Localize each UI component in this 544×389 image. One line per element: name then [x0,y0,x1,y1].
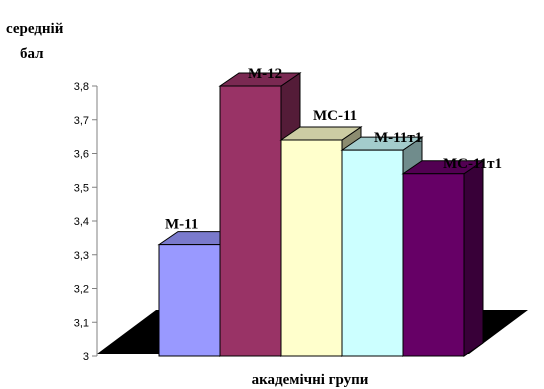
bar-front [402,173,465,357]
y-axis-title-line2: бал [20,46,44,62]
bars [157,72,485,357]
y-tick-label: 3,3 [74,250,89,262]
bar-front [341,149,404,357]
y-tick-label: 3 [83,351,89,363]
bar-category-label: М-11 [165,217,198,233]
bar-category-label: М-11т1 [374,130,422,146]
bar-front [280,139,343,357]
bar [401,159,485,357]
bar-category-label: МС-11т1 [443,156,502,172]
bar-front [219,85,282,357]
y-tick-label: 3,8 [74,81,89,93]
y-tick-label: 3,1 [74,317,89,329]
bar-front [158,244,221,357]
bar-category-label: М-12 [248,66,282,82]
bar-labels: М-11 М-12 МС-11 М-11т1 МС-11т1 [165,66,502,233]
y-tick-label: 3,7 [74,115,89,127]
bar-category-label: МС-11 [313,108,357,124]
y-axis-title-line1: середній [6,21,64,37]
y-tick-label: 3,4 [74,216,89,228]
y-tick-label: 3,5 [74,182,89,194]
y-axis-ticks: 3 3,1 3,2 3,3 3,4 3,5 3,6 3,7 3,8 [74,81,97,363]
y-tick-label: 3,6 [74,149,89,161]
x-axis-title: академічні групи [252,372,369,388]
bar-side [463,159,484,357]
y-tick-label: 3,2 [74,284,89,296]
